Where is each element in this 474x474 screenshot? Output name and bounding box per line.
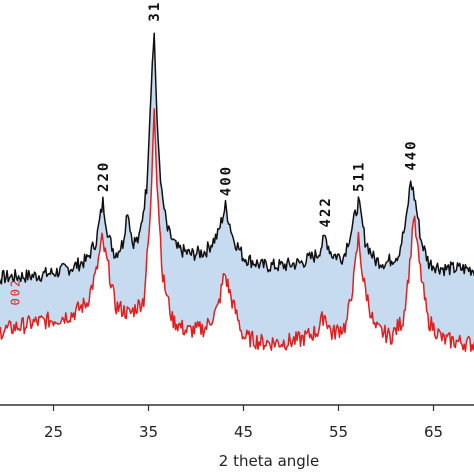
x-tick-labels: 25 35 45 55 65 xyxy=(44,423,443,441)
x-tick-label: 35 xyxy=(139,423,158,441)
black-series-line xyxy=(0,32,474,285)
peak-label-220: 220 xyxy=(96,161,112,192)
peak-label-440: 440 xyxy=(404,139,420,170)
red-series-line xyxy=(0,108,474,353)
x-tick-label: 25 xyxy=(44,423,63,441)
x-axis-label: 2 theta angle xyxy=(219,452,319,470)
peak-label-311: 311 xyxy=(147,0,163,22)
peak-label-422: 422 xyxy=(318,196,334,227)
x-axis xyxy=(0,404,474,411)
red-peak-label-002: 002 xyxy=(9,278,23,306)
peak-label-400: 400 xyxy=(218,165,234,196)
x-tick-label: 65 xyxy=(424,423,443,441)
x-tick-label: 55 xyxy=(329,423,348,441)
x-tick-label: 45 xyxy=(234,423,253,441)
fill-between-region xyxy=(0,33,474,352)
peak-labels: 220311400422511440002F xyxy=(9,0,420,306)
fill-between-area xyxy=(0,33,474,352)
peak-label-511: 511 xyxy=(351,161,367,192)
series-lines xyxy=(0,32,474,353)
